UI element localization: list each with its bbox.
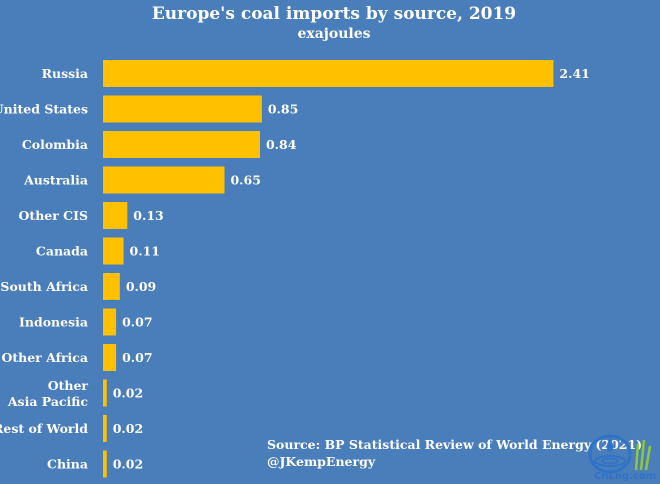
value-label: 0.09	[126, 279, 156, 294]
category-label: Colombia	[22, 137, 88, 152]
category-label: Canada	[36, 244, 88, 259]
author-handle: @JKempEnergy	[267, 454, 376, 469]
cnlng-logo: CnLng.com	[588, 434, 656, 482]
bar	[103, 202, 128, 229]
bar	[103, 166, 225, 194]
category-label: China	[47, 457, 88, 472]
bars-group: 2.41 Russia 0.85 United States 0.84 Colombia 0…	[0, 60, 590, 478]
value-label: 0.84	[266, 137, 297, 152]
value-label: 0.11	[130, 244, 160, 259]
category-label: Rest of World	[0, 421, 88, 436]
value-label: 0.85	[268, 102, 298, 117]
category-label: Other	[48, 378, 89, 393]
bar	[103, 379, 107, 407]
droplet-ripple-logo-icon	[588, 434, 652, 474]
category-label: South Africa	[0, 279, 88, 294]
bar	[103, 344, 117, 371]
bar	[103, 60, 554, 87]
source-line: Source: BP Statistical Review of World E…	[267, 437, 643, 452]
bar	[103, 450, 107, 478]
bar	[103, 131, 260, 158]
category-label: Asia Pacific	[7, 394, 89, 409]
bar	[103, 415, 107, 442]
chart-title: Europe's coal imports by source, 2019	[152, 4, 516, 24]
logo-text: CnLng.com	[594, 471, 656, 482]
category-label: Indonesia	[19, 315, 88, 330]
bar	[103, 308, 117, 336]
value-label: 0.02	[113, 457, 143, 472]
category-label: United States	[0, 102, 88, 117]
category-label: Other Africa	[1, 350, 88, 365]
category-label: Russia	[42, 66, 88, 81]
value-label: 0.07	[122, 350, 152, 365]
value-label: 0.65	[230, 173, 260, 188]
chart-subtitle: exajoules	[297, 26, 370, 42]
bar	[103, 273, 120, 300]
value-label: 0.02	[113, 421, 143, 436]
category-label: Other CIS	[19, 208, 88, 223]
value-label: 0.07	[122, 315, 152, 330]
source-note: Source: BP Statistical Review of World E…	[267, 436, 642, 470]
value-label: 0.02	[113, 386, 143, 401]
value-label: 0.13	[133, 208, 163, 223]
value-label: 2.41	[559, 66, 589, 81]
bar	[103, 237, 124, 265]
bar	[103, 95, 262, 123]
category-label: Australia	[23, 173, 88, 188]
